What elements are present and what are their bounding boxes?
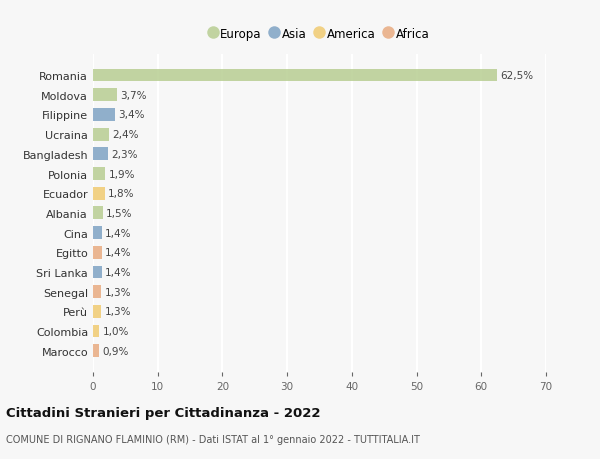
Text: 1,4%: 1,4% — [105, 268, 132, 277]
Bar — [93, 325, 100, 338]
Bar — [93, 89, 117, 102]
Text: 1,3%: 1,3% — [104, 287, 131, 297]
Text: 1,9%: 1,9% — [109, 169, 135, 179]
Text: 1,4%: 1,4% — [105, 228, 132, 238]
Bar — [93, 148, 108, 161]
Bar — [93, 285, 101, 298]
Text: 1,0%: 1,0% — [103, 326, 129, 336]
Bar — [93, 187, 104, 200]
Bar — [93, 305, 101, 318]
Bar — [93, 109, 115, 122]
Text: Cittadini Stranieri per Cittadinanza - 2022: Cittadini Stranieri per Cittadinanza - 2… — [6, 406, 320, 419]
Bar — [93, 168, 105, 180]
Bar — [93, 129, 109, 141]
Bar — [93, 246, 102, 259]
Text: COMUNE DI RIGNANO FLAMINIO (RM) - Dati ISTAT al 1° gennaio 2022 - TUTTITALIA.IT: COMUNE DI RIGNANO FLAMINIO (RM) - Dati I… — [6, 434, 420, 444]
Bar — [93, 207, 103, 220]
Text: 2,3%: 2,3% — [111, 150, 137, 159]
Text: 3,4%: 3,4% — [118, 110, 145, 120]
Bar — [93, 227, 102, 240]
Text: 1,4%: 1,4% — [105, 248, 132, 258]
Bar — [93, 69, 497, 82]
Text: 0,9%: 0,9% — [102, 346, 128, 356]
Text: 62,5%: 62,5% — [500, 71, 534, 81]
Text: 1,3%: 1,3% — [104, 307, 131, 317]
Bar — [93, 266, 102, 279]
Text: 1,5%: 1,5% — [106, 208, 133, 218]
Text: 2,4%: 2,4% — [112, 130, 138, 140]
Bar — [93, 345, 99, 358]
Text: 3,7%: 3,7% — [120, 90, 146, 101]
Legend: Europa, Asia, America, Africa: Europa, Asia, America, Africa — [205, 23, 434, 45]
Text: 1,8%: 1,8% — [108, 189, 134, 199]
